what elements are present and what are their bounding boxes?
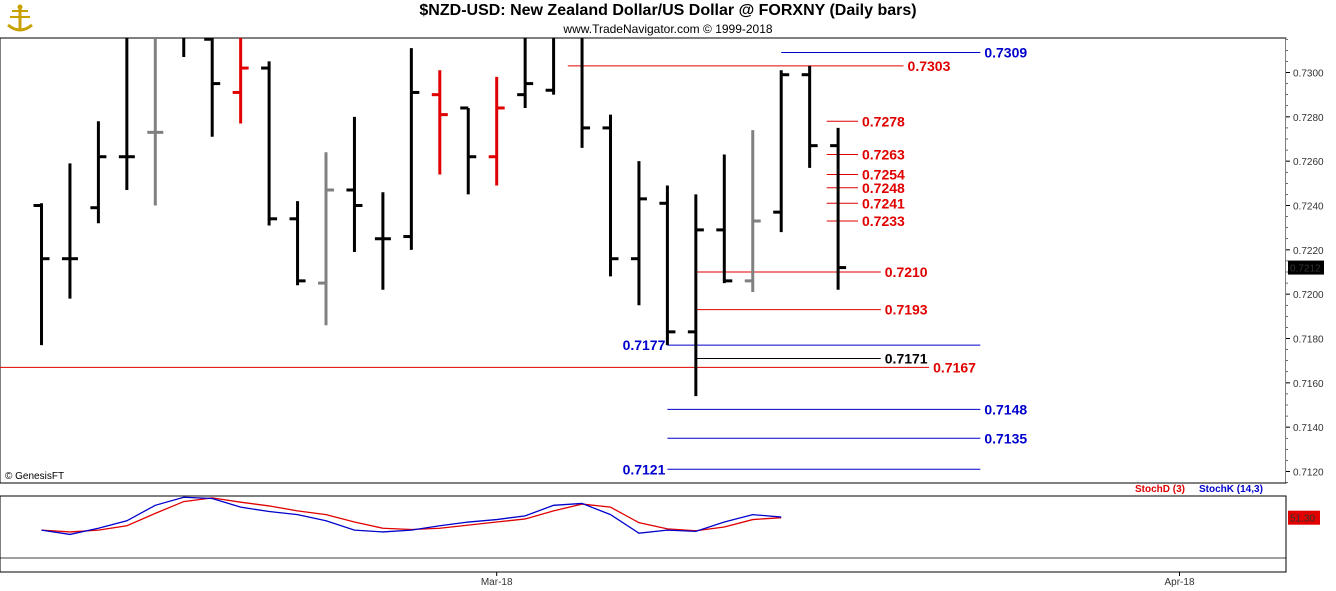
price-tick-label: 0.7200	[1293, 290, 1324, 301]
price-axis-bg	[1286, 38, 1336, 483]
ohlc-bar	[118, 38, 135, 190]
ohlc-bar	[488, 76, 505, 186]
ohlc-bar	[232, 38, 249, 124]
level-label: 0.7148	[984, 401, 1027, 417]
ohlc-bar	[517, 38, 534, 108]
ohlc-bar	[147, 38, 164, 206]
price-tick-label: 0.7240	[1293, 202, 1324, 213]
ohlc-bar	[630, 161, 647, 306]
copyright-label: © GenesisFT	[5, 471, 64, 482]
ohlc-bar	[346, 116, 363, 253]
ohlc-bar	[261, 61, 278, 226]
date-tick-label: Mar-18	[481, 577, 513, 588]
price-tick-label: 0.7160	[1293, 379, 1324, 390]
price-tick-label: 0.7180	[1293, 335, 1324, 346]
last-price-box	[1288, 260, 1324, 275]
stochastic-pane	[0, 495, 1287, 573]
ohlc-bar	[545, 38, 556, 95]
level-label: 0.7193	[885, 302, 928, 318]
level-label: 0.7121	[623, 461, 666, 477]
price-tick-label: 0.7120	[1293, 468, 1324, 479]
stoch-k-line	[41, 496, 782, 536]
ohlc-bar	[403, 48, 420, 250]
price-tick-label: 0.7220	[1293, 246, 1324, 257]
level-label: 0.7309	[984, 45, 1027, 61]
level-label: 0.7177	[623, 337, 666, 353]
ohlc-bar	[90, 121, 107, 224]
ohlc-bar	[659, 185, 676, 346]
ohlc-bar	[33, 203, 50, 346]
ohlc-bar	[61, 163, 78, 299]
price-tick-label: 0.7140	[1293, 423, 1324, 434]
level-label: 0.7263	[862, 147, 905, 163]
ohlc-bar	[830, 127, 847, 290]
level-label: 0.7210	[885, 264, 928, 280]
ohlc-bar	[431, 70, 448, 175]
ohlc-bar	[773, 70, 790, 233]
ohlc-bar	[374, 192, 391, 290]
price-tick-label: 0.7300	[1293, 69, 1324, 80]
price-pane	[0, 37, 1287, 484]
stoch-k-legend: StochK (14,3)	[1199, 484, 1263, 495]
level-label: 0.7248	[862, 180, 905, 196]
ohlc-bar	[716, 154, 733, 284]
level-label: 0.7278	[862, 113, 905, 129]
level-label: 0.7135	[984, 430, 1027, 446]
price-tick-label: 0.7280	[1293, 113, 1324, 124]
level-label: 0.7303	[908, 58, 951, 74]
ohlc-bar	[204, 37, 221, 137]
chart-subtitle: www.TradeNavigator.com © 1999-2018	[563, 22, 773, 36]
level-label: 0.7233	[862, 213, 905, 229]
stoch-value-label: 51.30	[1290, 514, 1315, 525]
ohlc-bar	[801, 65, 818, 168]
ohlc-bar	[744, 130, 761, 292]
stoch-value-box	[1288, 510, 1320, 525]
price-tick-label: 0.7260	[1293, 157, 1324, 168]
ohlc-bar	[289, 201, 306, 286]
ship-logo-icon	[7, 4, 33, 32]
level-label: 0.7171	[885, 350, 928, 366]
last-price-label: 0.7212	[1290, 264, 1321, 275]
ohlc-bar	[687, 194, 704, 397]
ohlc-bar	[580, 38, 591, 148]
ohlc-bar	[460, 106, 477, 195]
ohlc-bar	[318, 152, 334, 326]
chart-header	[0, 0, 1336, 38]
level-label: 0.7241	[862, 195, 905, 211]
stoch-d-legend: StochD (3)	[1135, 484, 1185, 495]
date-tick-label: Apr-18	[1164, 577, 1194, 588]
chart-title: $NZD-USD: New Zealand Dollar/US Dollar @…	[419, 2, 917, 19]
level-label: 0.7167	[933, 359, 976, 375]
level-label: 0.7254	[862, 166, 905, 182]
ohlc-bar	[602, 114, 619, 277]
